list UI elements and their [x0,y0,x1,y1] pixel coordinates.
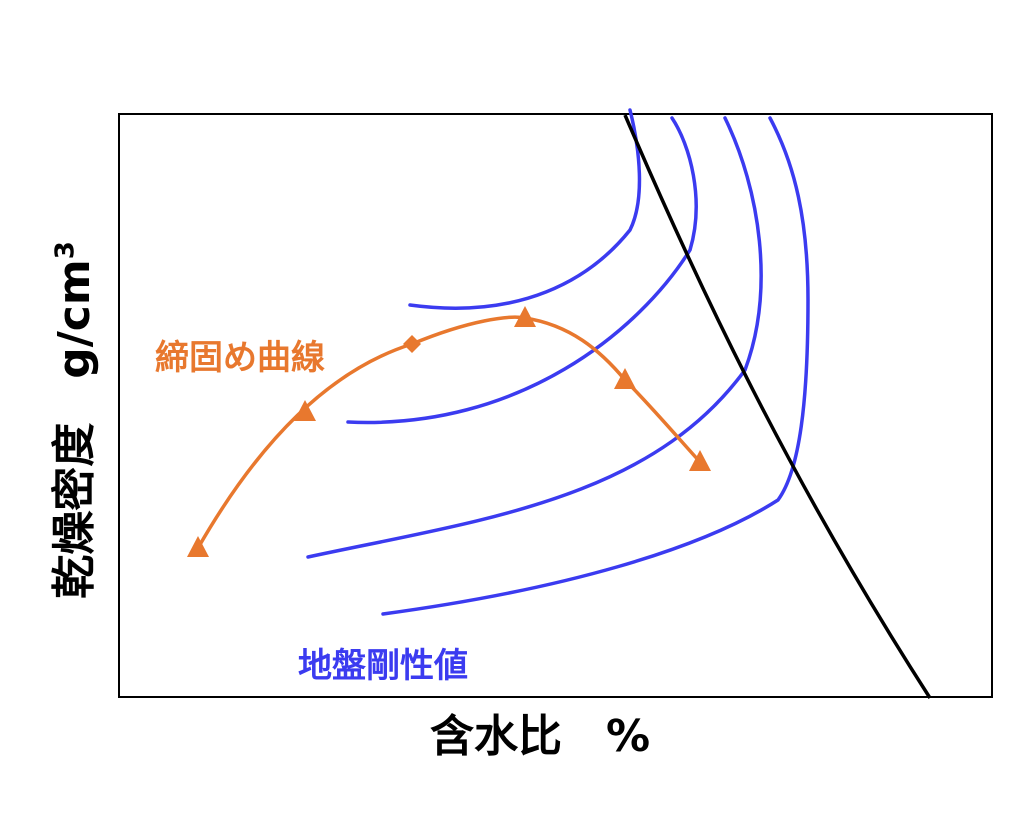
triangle-marker [294,400,316,421]
stiffness-contour-label: 地盤剛性値 [298,646,468,686]
stiffness-contour-line [408,108,642,310]
y-axis-label: 乾燥密度 g/cm3 [49,241,100,599]
compaction-markers [187,306,711,557]
triangle-marker [187,536,209,557]
x-axis-label: 含水比 % [430,711,651,762]
triangle-marker [514,306,536,327]
triangle-marker [614,368,636,389]
stiffness-contour-line [346,116,698,425]
triangle-marker [689,450,711,471]
plot-frame [118,113,993,698]
zero-air-voids-line [623,114,932,699]
stiffness-contours [306,108,810,616]
compaction-curve-label: 締固め曲線 [155,338,325,378]
diamond-marker [403,335,421,353]
stiffness-contour-line [306,116,763,559]
stiffness-contour-line [381,116,810,616]
